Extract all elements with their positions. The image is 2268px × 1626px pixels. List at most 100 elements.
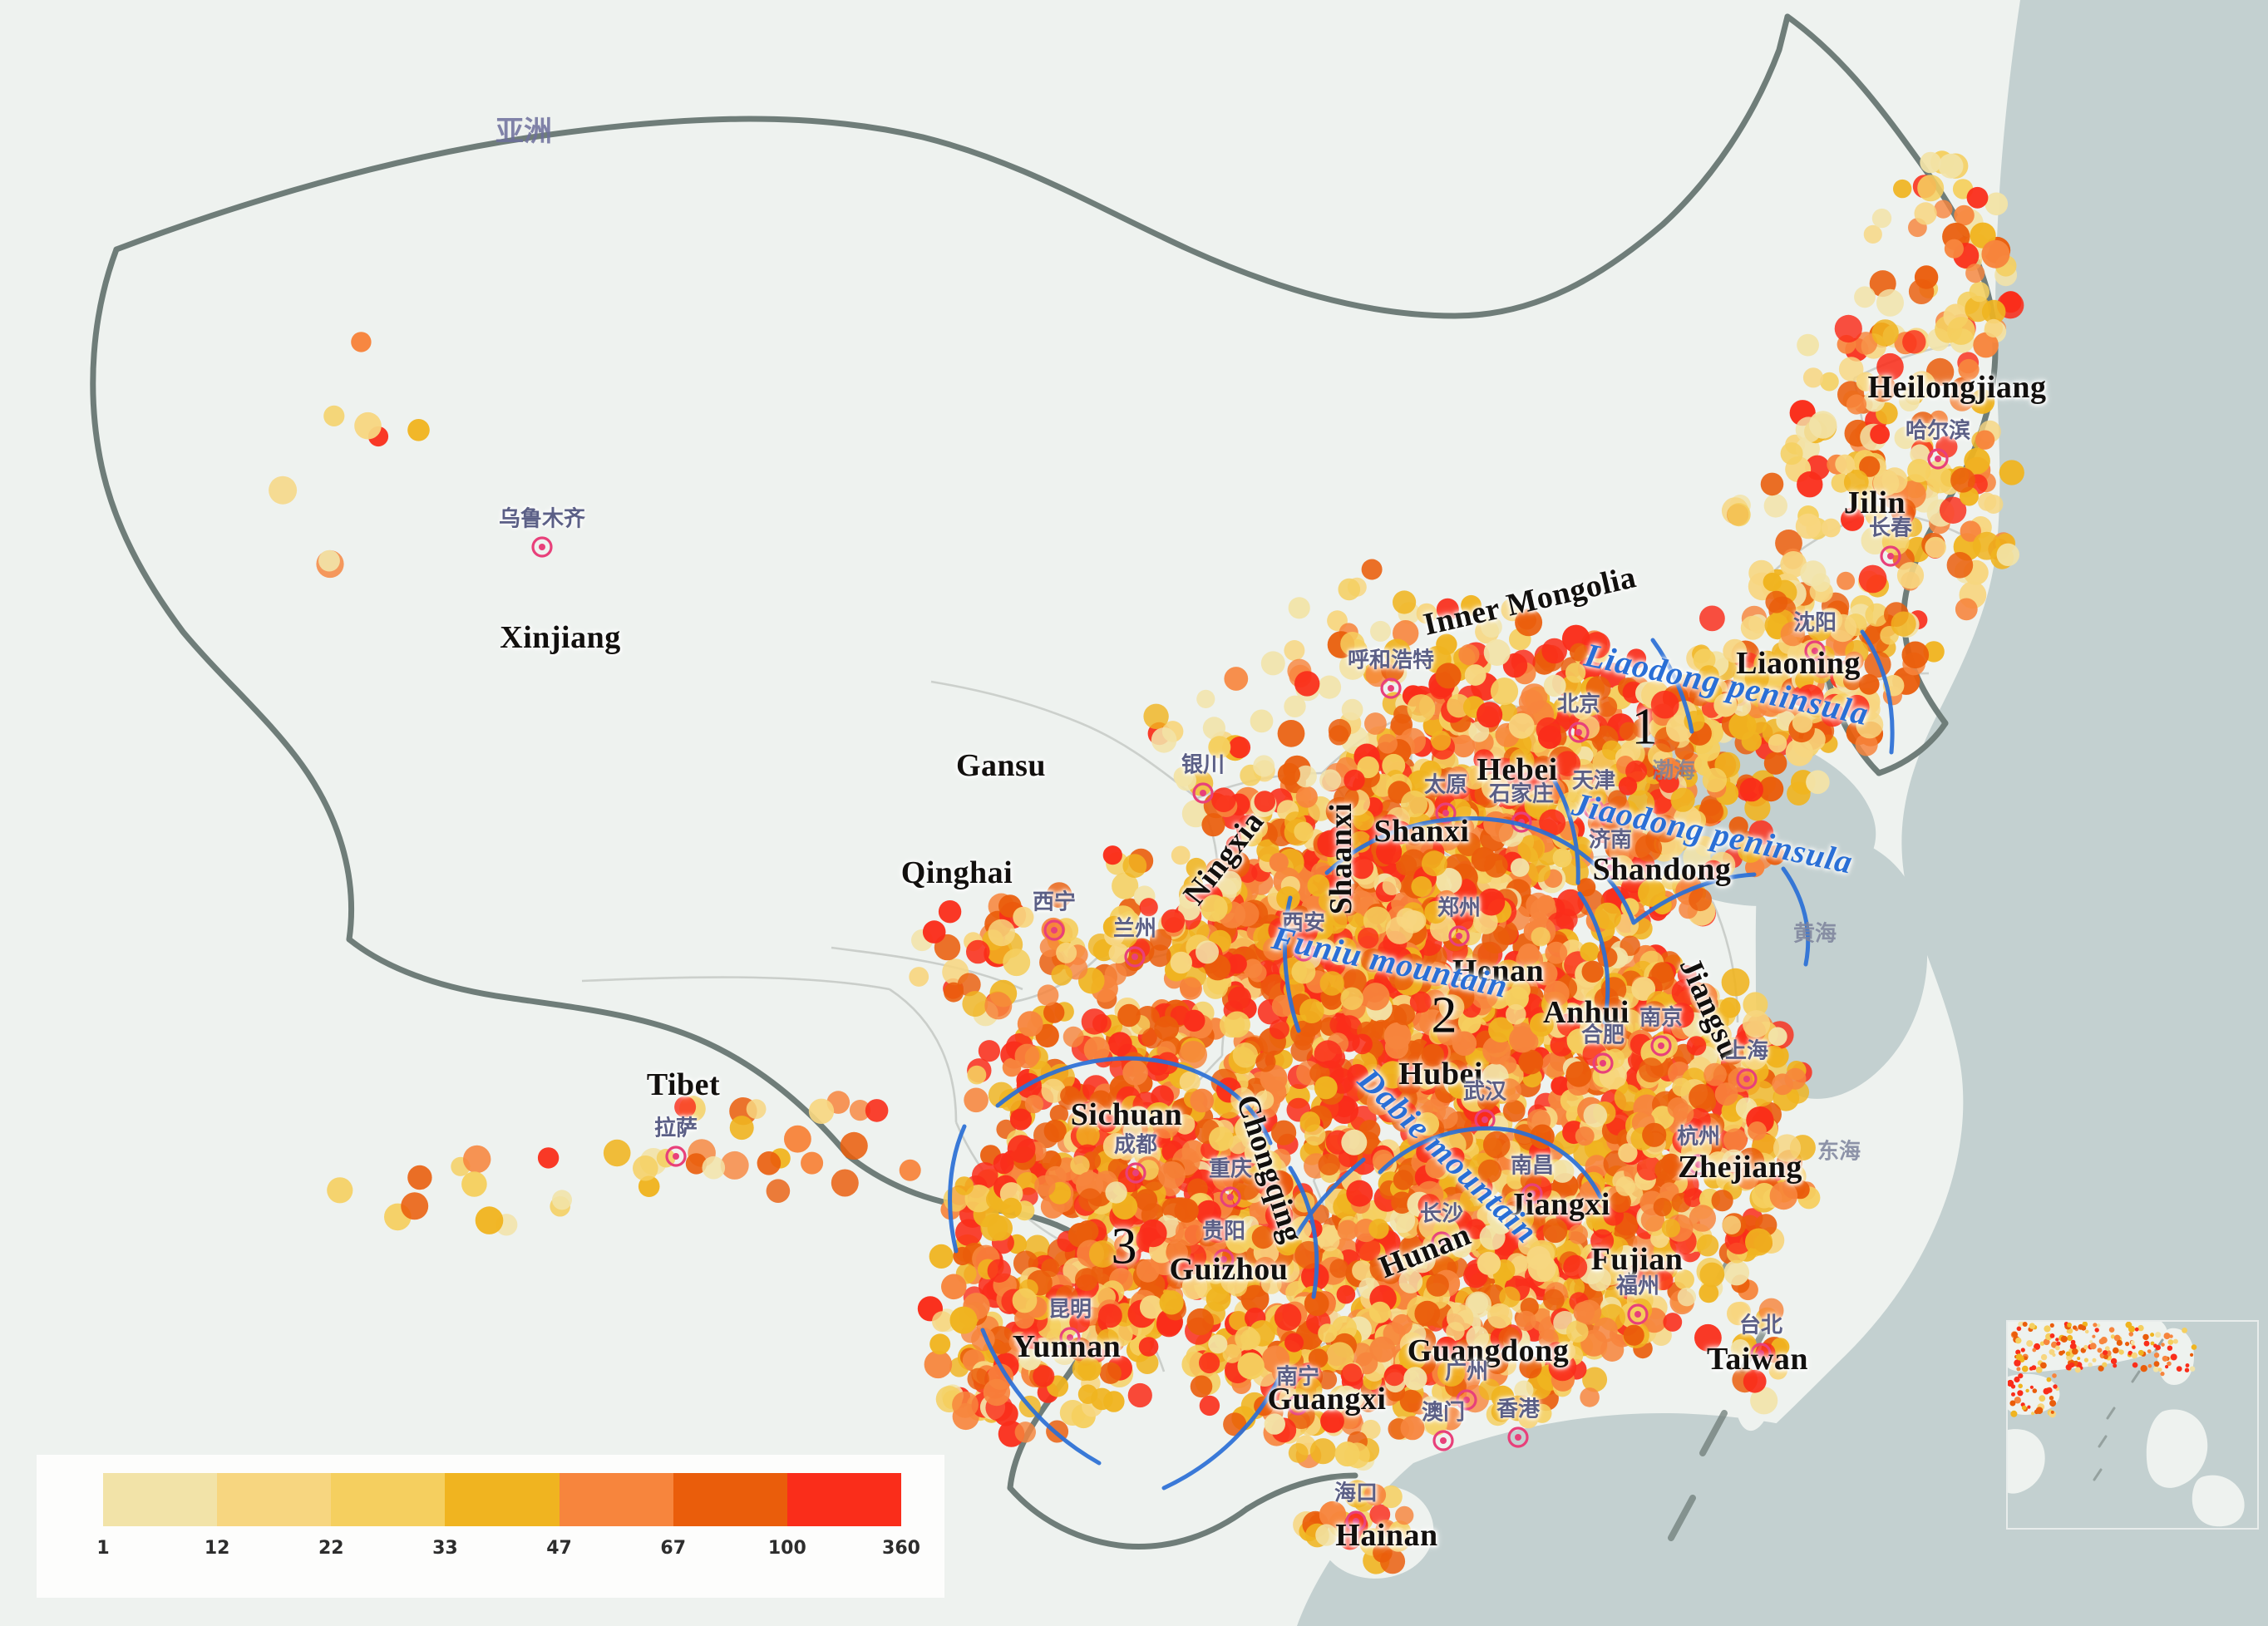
case-dot bbox=[1871, 319, 1899, 347]
city-marker[interactable] bbox=[1583, 798, 1605, 820]
city-marker[interactable] bbox=[1750, 1343, 1772, 1364]
case-dot bbox=[962, 991, 989, 1017]
city-marker[interactable] bbox=[1736, 1068, 1758, 1090]
inset-case-dot bbox=[2098, 1338, 2105, 1345]
city-marker[interactable] bbox=[1293, 940, 1314, 962]
case-dot bbox=[1739, 777, 1763, 802]
case-dot bbox=[1506, 1170, 1526, 1190]
city-marker[interactable] bbox=[531, 536, 553, 558]
case-dot bbox=[1947, 317, 1975, 345]
city-marker[interactable] bbox=[1220, 1186, 1241, 1208]
case-dot bbox=[1615, 1176, 1635, 1196]
case-dot bbox=[1496, 1078, 1521, 1103]
case-dot bbox=[1289, 905, 1310, 926]
case-dot bbox=[1858, 673, 1880, 695]
case-dot bbox=[1321, 908, 1348, 934]
case-dot bbox=[1117, 1003, 1141, 1027]
case-dot bbox=[1483, 639, 1511, 666]
case-dot bbox=[1865, 603, 1889, 627]
inset-case-dot bbox=[2015, 1353, 2023, 1361]
legend-swatch-3 bbox=[445, 1473, 560, 1526]
case-dot bbox=[1795, 513, 1822, 540]
city-marker[interactable] bbox=[1650, 1035, 1672, 1057]
city-marker[interactable] bbox=[1192, 782, 1214, 804]
case-dot bbox=[1689, 1205, 1716, 1232]
case-dot bbox=[1610, 1191, 1631, 1213]
case-dot bbox=[1037, 984, 1059, 1006]
city-marker[interactable] bbox=[1431, 1231, 1452, 1253]
case-dot bbox=[1299, 998, 1324, 1023]
case-dot bbox=[1935, 436, 1958, 458]
south-china-sea-inset[interactable] bbox=[2006, 1320, 2259, 1530]
city-marker[interactable] bbox=[1380, 678, 1402, 699]
city-marker[interactable] bbox=[1592, 1052, 1614, 1074]
city-marker[interactable] bbox=[1435, 802, 1457, 824]
case-dot bbox=[1854, 332, 1878, 355]
case-dot bbox=[1350, 855, 1374, 880]
case-dot bbox=[1017, 1011, 1043, 1037]
case-dot bbox=[1596, 696, 1618, 717]
inset-case-dot bbox=[2029, 1367, 2034, 1371]
case-dot bbox=[1802, 367, 1824, 388]
inset-case-dot bbox=[2032, 1348, 2037, 1353]
case-dot bbox=[1966, 186, 1989, 209]
case-dot bbox=[1969, 281, 1989, 303]
city-marker[interactable] bbox=[1627, 1303, 1649, 1325]
case-dot bbox=[1446, 1322, 1465, 1341]
city-marker[interactable] bbox=[1043, 919, 1065, 941]
city-marker[interactable] bbox=[1927, 448, 1949, 470]
case-dot bbox=[1602, 1028, 1627, 1052]
case-dot bbox=[1572, 700, 1593, 720]
city-marker[interactable] bbox=[1213, 1249, 1235, 1270]
case-dot bbox=[1368, 1219, 1389, 1239]
city-marker[interactable] bbox=[1568, 722, 1590, 743]
city-marker[interactable] bbox=[1880, 545, 1901, 567]
case-dot bbox=[1363, 1484, 1387, 1506]
case-dot bbox=[1043, 1119, 1067, 1143]
case-dot bbox=[972, 1162, 998, 1189]
city-marker[interactable] bbox=[1521, 1183, 1543, 1205]
case-dot bbox=[1768, 1361, 1787, 1380]
city-marker[interactable] bbox=[1124, 946, 1146, 968]
case-dot bbox=[1385, 916, 1414, 944]
city-marker[interactable] bbox=[1507, 1426, 1529, 1448]
city-marker[interactable] bbox=[1804, 640, 1826, 662]
case-dot bbox=[1760, 472, 1784, 496]
case-dot bbox=[1295, 1376, 1323, 1403]
case-dot bbox=[1432, 1218, 1460, 1245]
city-marker[interactable] bbox=[1287, 1394, 1309, 1416]
inset-case-dot bbox=[2014, 1359, 2021, 1367]
city-marker[interactable] bbox=[1448, 925, 1470, 947]
case-dot bbox=[1340, 632, 1365, 657]
case-dot bbox=[1981, 299, 2006, 324]
case-dot bbox=[1347, 1064, 1368, 1086]
case-dot bbox=[685, 1153, 708, 1175]
city-marker[interactable] bbox=[665, 1146, 687, 1167]
city-marker[interactable] bbox=[1125, 1162, 1146, 1184]
case-dot bbox=[1568, 1224, 1588, 1244]
case-dot bbox=[1580, 1017, 1602, 1041]
city-marker[interactable] bbox=[1059, 1327, 1081, 1348]
legend-panel[interactable]: 1 12 22 33 47 67 100 360 bbox=[37, 1455, 944, 1598]
case-dot bbox=[1565, 663, 1586, 683]
case-dot bbox=[1758, 692, 1783, 717]
case-dot bbox=[1288, 597, 1310, 619]
legend-tick: 67 bbox=[660, 1538, 687, 1559]
case-dot bbox=[1424, 962, 1449, 987]
case-dot bbox=[603, 1139, 631, 1167]
case-dot bbox=[1271, 1120, 1297, 1146]
case-dot bbox=[1260, 1186, 1281, 1207]
city-marker[interactable] bbox=[1688, 1154, 1709, 1175]
city-marker[interactable] bbox=[1600, 857, 1621, 879]
city-marker[interactable] bbox=[1345, 1510, 1367, 1532]
case-dot bbox=[1699, 1283, 1719, 1303]
case-dot bbox=[1751, 1183, 1777, 1209]
case-dot bbox=[1248, 963, 1267, 983]
case-dot bbox=[966, 939, 990, 964]
city-marker[interactable] bbox=[1432, 1430, 1454, 1451]
case-dot bbox=[1102, 1133, 1130, 1160]
case-dot bbox=[1950, 386, 1975, 411]
case-dot bbox=[1577, 878, 1596, 897]
city-marker[interactable] bbox=[1456, 1389, 1477, 1411]
